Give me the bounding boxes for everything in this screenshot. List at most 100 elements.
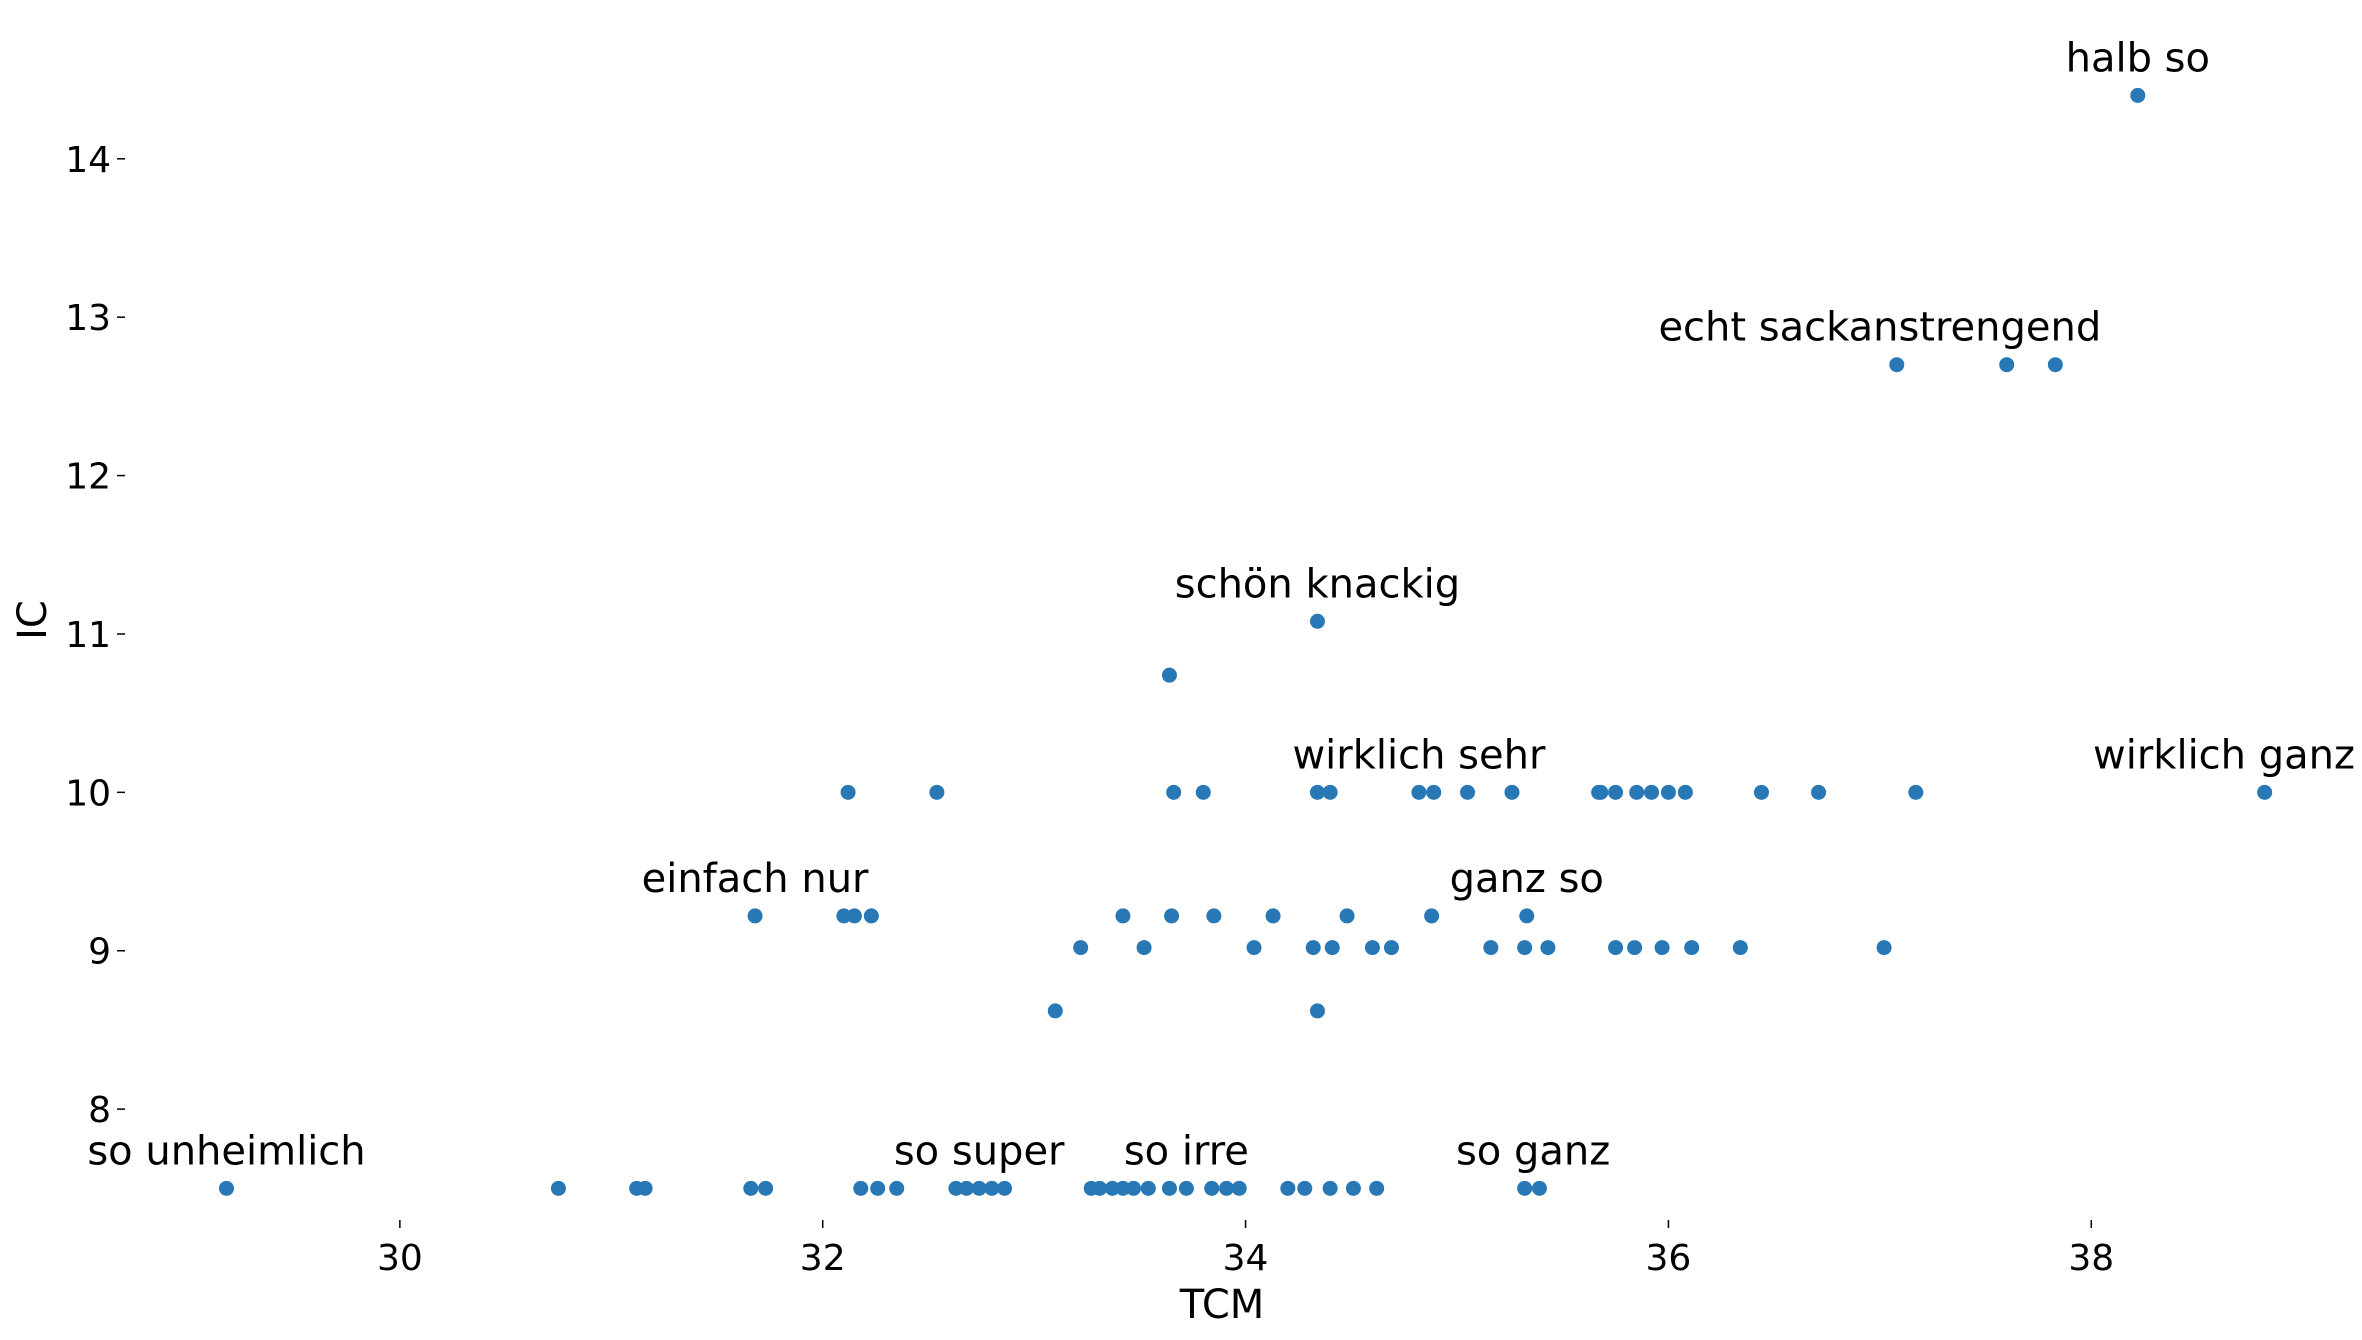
data-point (747, 908, 763, 924)
data-point (846, 908, 862, 924)
data-point (1339, 908, 1355, 924)
data-point (1195, 784, 1211, 800)
data-point (1219, 1180, 1235, 1196)
data-point (853, 1180, 869, 1196)
data-point (1629, 784, 1645, 800)
data-point (1517, 940, 1533, 956)
x-axis-title: TCM (1179, 1282, 1265, 1328)
data-point (2257, 784, 2273, 800)
data-point (1540, 940, 1556, 956)
point-annotation: einfach nur (642, 856, 869, 902)
data-point (1136, 940, 1152, 956)
data-point (2047, 357, 2063, 373)
data-point (1644, 784, 1660, 800)
data-point (1161, 1180, 1177, 1196)
data-point (758, 1180, 774, 1196)
y-axis: 8 9 10 11 12 13 14 (65, 140, 125, 1131)
data-point (1115, 908, 1131, 924)
data-point (1460, 784, 1476, 800)
data-point (218, 1180, 234, 1196)
point-annotation: schön knackig (1175, 561, 1460, 607)
y-tick-label: 10 (65, 773, 111, 814)
data-point (1654, 940, 1670, 956)
point-annotation: so irre (1124, 1128, 1249, 1174)
data-point (840, 784, 856, 800)
data-point (1309, 1003, 1325, 1019)
data-point (1324, 940, 1340, 956)
data-point (1889, 357, 1905, 373)
data-point (1811, 784, 1827, 800)
data-point (1092, 1180, 1108, 1196)
data-point (1104, 1180, 1120, 1196)
data-point (929, 784, 945, 800)
y-tick-label: 11 (65, 615, 111, 656)
y-tick-label: 14 (65, 140, 111, 181)
data-point (1164, 908, 1180, 924)
data-point (1519, 908, 1535, 924)
data-point (1753, 784, 1769, 800)
data-point (863, 908, 879, 924)
point-annotation: so unheimlich (87, 1128, 365, 1174)
data-point (743, 1180, 759, 1196)
data-point (1517, 1180, 1533, 1196)
data-point (1206, 908, 1222, 924)
data-point (1411, 784, 1427, 800)
data-point (1369, 1180, 1385, 1196)
data-point (1660, 784, 1676, 800)
data-point (1126, 1180, 1142, 1196)
data-point (1322, 1180, 1338, 1196)
point-annotation: wirklich ganz (2093, 732, 2355, 778)
data-point (984, 1180, 1000, 1196)
point-annotation: so super (894, 1128, 1065, 1174)
data-points (218, 87, 2273, 1196)
data-point (1364, 940, 1380, 956)
data-point (1047, 1003, 1063, 1019)
data-point (1265, 908, 1281, 924)
data-point (997, 1180, 1013, 1196)
point-annotation: wirklich sehr (1292, 732, 1546, 778)
y-tick-label: 13 (65, 298, 111, 339)
annotations: halb so echt sackanstrengend schön knackig… (87, 35, 2355, 1174)
data-point (637, 1180, 653, 1196)
data-point (1504, 784, 1520, 800)
data-point (870, 1180, 886, 1196)
point-annotation: ganz so (1450, 856, 1604, 902)
y-tick-label: 8 (88, 1090, 111, 1131)
data-point (836, 908, 852, 924)
data-point (1608, 940, 1624, 956)
data-point (1876, 940, 1892, 956)
data-point (1073, 940, 1089, 956)
data-point (1322, 784, 1338, 800)
data-point (1908, 784, 1924, 800)
data-point (1383, 940, 1399, 956)
data-point (1732, 940, 1748, 956)
data-point (889, 1180, 905, 1196)
data-point (1309, 784, 1325, 800)
x-tick-label: 32 (800, 1238, 846, 1279)
data-point (1531, 1180, 1547, 1196)
data-point (2130, 87, 2146, 103)
data-point (1297, 1180, 1313, 1196)
x-axis: 30 32 34 36 38 (377, 1220, 2114, 1279)
data-point (1684, 940, 1700, 956)
data-point (1345, 1180, 1361, 1196)
data-point (1999, 357, 2015, 373)
data-point (1166, 784, 1182, 800)
data-point (1483, 940, 1499, 956)
data-point (1140, 1180, 1156, 1196)
data-point (948, 1180, 964, 1196)
point-annotation: so ganz (1456, 1128, 1610, 1174)
data-point (1426, 784, 1442, 800)
data-point (1231, 1180, 1247, 1196)
data-point (1115, 1180, 1131, 1196)
y-tick-label: 9 (88, 932, 111, 973)
x-tick-label: 34 (1223, 1238, 1269, 1279)
data-point (971, 1180, 987, 1196)
y-axis-title: IC (10, 600, 56, 640)
data-point (1305, 940, 1321, 956)
data-point (1424, 908, 1440, 924)
data-point (1178, 1180, 1194, 1196)
point-annotation: echt sackanstrengend (1658, 305, 2101, 351)
data-point (1677, 784, 1693, 800)
data-point (1204, 1180, 1220, 1196)
